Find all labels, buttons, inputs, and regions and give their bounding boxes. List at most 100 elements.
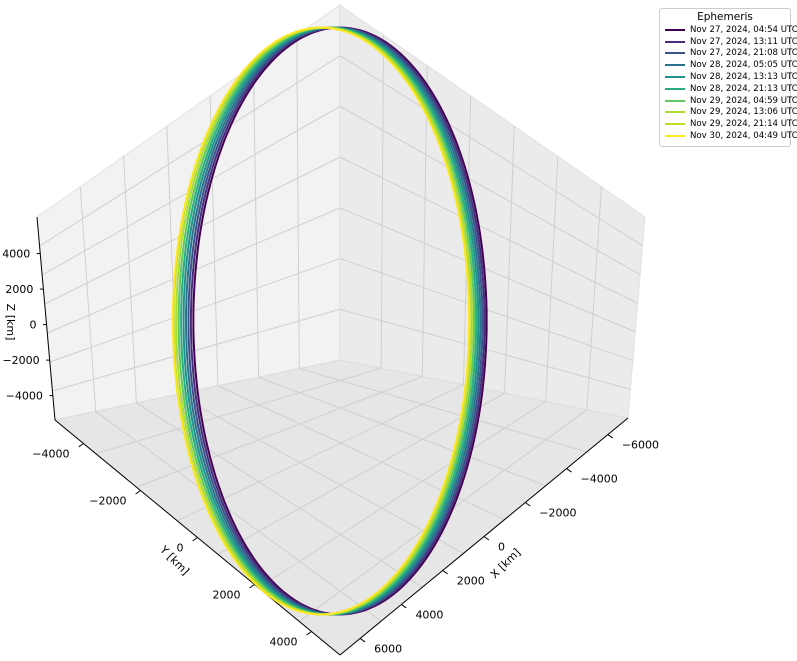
legend-item: Nov 27, 2024, 13:11 UTC <box>665 36 797 48</box>
orbit-series-4 <box>182 26 480 616</box>
z-axis-tick-label: −4000 <box>6 390 43 403</box>
x-axis-tick-mark <box>483 536 490 541</box>
y-axis-tick-label: 4000 <box>270 636 298 649</box>
z-axis-tick-label: 0 <box>30 319 37 332</box>
legend-label: Nov 29, 2024, 13:06 UTC <box>690 107 797 118</box>
x-axis-tick-mark <box>401 604 407 609</box>
legend-swatch <box>665 87 685 90</box>
x-axis-tick-mark <box>524 502 531 507</box>
x-axis-tick-mark <box>607 434 614 439</box>
legend-label: Nov 27, 2024, 13:11 UTC <box>690 36 797 47</box>
grid-line <box>421 65 428 377</box>
orbit-series-2 <box>187 26 484 616</box>
legend-swatch <box>665 99 685 102</box>
orbit-series-9 <box>171 26 471 616</box>
orbit-series-1 <box>189 26 486 616</box>
grid-line <box>339 207 636 333</box>
y-axis-tick-mark <box>135 490 141 495</box>
orbit-series-3 <box>184 26 482 616</box>
y-axis-tick-label: 0 <box>177 542 184 555</box>
grid-line <box>258 376 546 487</box>
grid-line <box>95 367 382 455</box>
grid-line <box>52 308 341 392</box>
legend-item: Nov 29, 2024, 21:14 UTC <box>665 118 797 130</box>
grid-line <box>176 384 464 522</box>
grid-line <box>79 186 97 412</box>
legend-swatch <box>665 135 685 138</box>
grid-line <box>339 55 643 247</box>
legend: Ephemeris Nov 27, 2024, 04:54 UTC Nov 27,… <box>659 8 797 147</box>
orbit-series-0 <box>192 26 488 616</box>
grid-line <box>504 126 515 394</box>
legend-item: Nov 29, 2024, 13:06 UTC <box>665 107 797 119</box>
tick-marks: 6000 4000 2000 0 −2000 −4000 −6000 −4000 −2000 0 2… <box>2 248 659 656</box>
grid-line <box>136 376 423 488</box>
x-axis-tick-label: 4000 <box>415 608 443 621</box>
legend-label: Nov 28, 2024, 13:13 UTC <box>690 72 797 83</box>
grid-line <box>123 156 137 403</box>
y-axis-tick-mark <box>249 584 255 589</box>
grid-line <box>95 411 382 622</box>
z-axis-tick-label: −2000 <box>2 354 39 367</box>
grid-line <box>299 368 587 453</box>
x-axis-tick-label: 0 <box>498 541 505 554</box>
right-back-pane <box>339 4 646 419</box>
y-axis-tick-label: 2000 <box>213 589 241 602</box>
grid-lines <box>39 35 643 622</box>
legend-label: Nov 30, 2024, 04:49 UTC <box>690 131 797 142</box>
legend-item: Nov 29, 2024, 04:59 UTC <box>665 95 797 107</box>
grid-line <box>545 156 559 402</box>
legend-swatch <box>665 76 685 79</box>
orbit-series-5 <box>180 26 478 616</box>
x-axis-tick-label: −6000 <box>622 439 659 452</box>
x-axis-tick-mark <box>359 638 366 643</box>
y-axis-tick-label: −2000 <box>89 495 126 508</box>
z-axis-tick-label: 4000 <box>2 248 30 261</box>
grid-line <box>586 186 602 410</box>
legend-swatch <box>665 123 685 126</box>
legend-swatch <box>665 111 685 114</box>
x-axis-label: X [km] <box>488 546 523 581</box>
x-axis-tick-label: 2000 <box>457 574 485 587</box>
legend-item: Nov 30, 2024, 04:49 UTC <box>665 130 797 142</box>
y-axis-tick-label: −4000 <box>32 448 69 461</box>
z-axis-label: Z [km] <box>4 304 17 341</box>
y-axis-tick-mark <box>306 631 312 636</box>
orbit-series-6 <box>177 26 476 616</box>
grid-line <box>339 105 641 275</box>
y-axis-tick-mark <box>78 443 84 448</box>
grid-line <box>380 35 385 369</box>
legend-swatch <box>665 40 685 43</box>
grid-line <box>166 126 178 395</box>
legend-item: Nov 28, 2024, 13:13 UTC <box>665 71 797 83</box>
grid-line <box>176 393 464 554</box>
grid-line <box>217 392 505 555</box>
grid-line <box>258 401 546 589</box>
legend-item: Nov 27, 2024, 04:54 UTC <box>665 24 797 36</box>
legend-swatch <box>665 64 685 67</box>
legend-label: Nov 27, 2024, 04:54 UTC <box>690 24 797 35</box>
x-axis-tick-label: −4000 <box>581 473 618 486</box>
legend-label: Nov 28, 2024, 21:13 UTC <box>690 83 797 94</box>
legend-label: Nov 29, 2024, 04:59 UTC <box>690 95 797 106</box>
grid-line <box>252 65 260 378</box>
x-axis-tick-label: −2000 <box>539 507 576 520</box>
x-axis-tick-mark <box>442 570 448 575</box>
grid-line <box>49 258 341 363</box>
grid-line <box>339 156 638 304</box>
legend-swatch <box>665 52 685 55</box>
legend-item: Nov 28, 2024, 21:13 UTC <box>665 83 797 95</box>
y-axis-label: Y [km] <box>156 543 191 578</box>
orbit-traces <box>171 26 488 616</box>
x-axis-tick-label: 6000 <box>374 642 402 655</box>
z-axis-line <box>36 216 56 421</box>
legend-items: Nov 27, 2024, 04:54 UTC Nov 27, 2024, 13:… <box>665 24 797 142</box>
legend-title: Ephemeris <box>697 11 753 23</box>
legend-item: Nov 28, 2024, 05:05 UTC <box>665 59 797 71</box>
legend-swatch <box>665 28 685 31</box>
grid-line <box>39 55 341 247</box>
z-axis-tick-label: 2000 <box>5 283 33 296</box>
legend-label: Nov 29, 2024, 21:14 UTC <box>690 119 797 130</box>
y-axis-tick-mark <box>192 537 198 542</box>
